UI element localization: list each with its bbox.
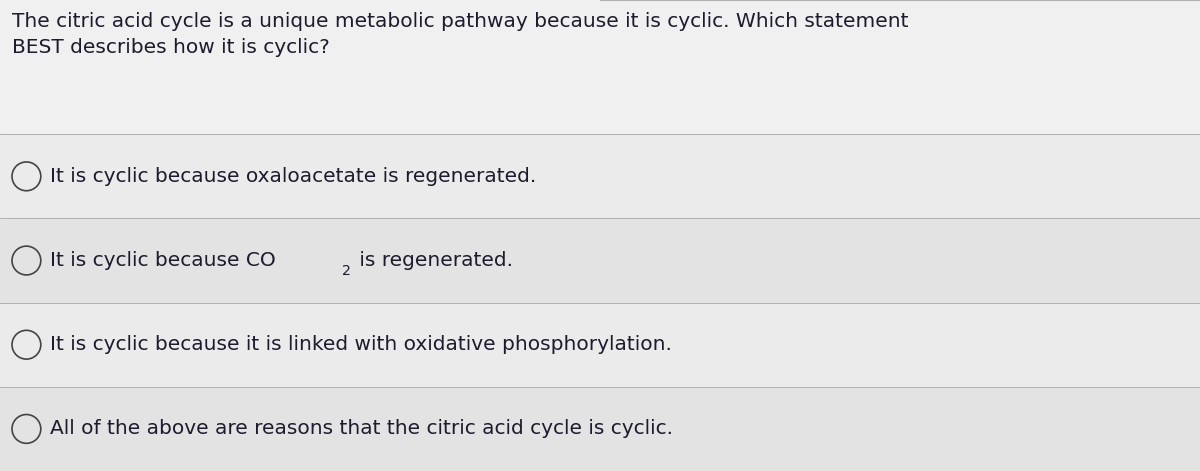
Text: is regenerated.: is regenerated. [353, 251, 514, 270]
FancyBboxPatch shape [0, 134, 1200, 219]
Text: 2: 2 [342, 264, 350, 278]
FancyBboxPatch shape [0, 302, 1200, 387]
Text: It is cyclic because CO: It is cyclic because CO [50, 251, 276, 270]
Text: All of the above are reasons that the citric acid cycle is cyclic.: All of the above are reasons that the ci… [50, 419, 673, 439]
FancyBboxPatch shape [0, 219, 1200, 302]
Text: The citric acid cycle is a unique metabolic pathway because it is cyclic. Which : The citric acid cycle is a unique metabo… [12, 12, 908, 31]
FancyBboxPatch shape [0, 0, 1200, 134]
FancyBboxPatch shape [0, 387, 1200, 471]
Text: It is cyclic because oxaloacetate is regenerated.: It is cyclic because oxaloacetate is reg… [50, 167, 536, 186]
Text: BEST describes how it is cyclic?: BEST describes how it is cyclic? [12, 38, 330, 57]
Text: It is cyclic because it is linked with oxidative phosphorylation.: It is cyclic because it is linked with o… [50, 335, 672, 354]
